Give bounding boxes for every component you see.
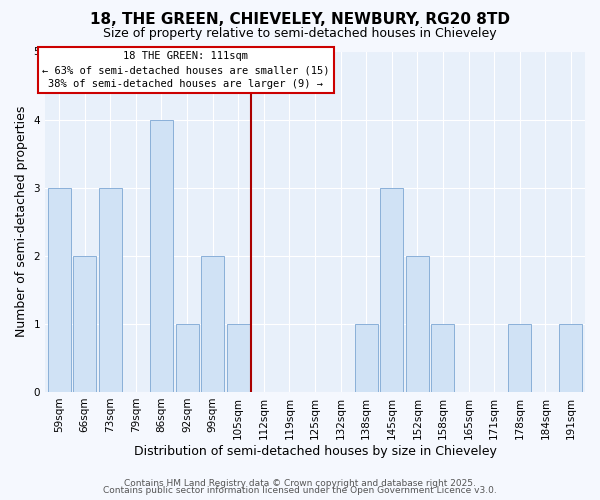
Bar <box>99 188 122 392</box>
Text: Contains public sector information licensed under the Open Government Licence v3: Contains public sector information licen… <box>103 486 497 495</box>
Bar <box>201 256 224 392</box>
Bar <box>559 324 583 392</box>
Text: 18, THE GREEN, CHIEVELEY, NEWBURY, RG20 8TD: 18, THE GREEN, CHIEVELEY, NEWBURY, RG20 … <box>90 12 510 28</box>
Bar <box>406 256 429 392</box>
Bar <box>431 324 454 392</box>
X-axis label: Distribution of semi-detached houses by size in Chieveley: Distribution of semi-detached houses by … <box>134 444 496 458</box>
Bar <box>508 324 531 392</box>
Bar <box>355 324 378 392</box>
Text: Size of property relative to semi-detached houses in Chieveley: Size of property relative to semi-detach… <box>103 28 497 40</box>
Bar <box>47 188 71 392</box>
Bar <box>150 120 173 392</box>
Bar <box>176 324 199 392</box>
Bar <box>380 188 403 392</box>
Text: Contains HM Land Registry data © Crown copyright and database right 2025.: Contains HM Land Registry data © Crown c… <box>124 478 476 488</box>
Y-axis label: Number of semi-detached properties: Number of semi-detached properties <box>15 106 28 338</box>
Bar <box>227 324 250 392</box>
Bar <box>73 256 96 392</box>
Text: 18 THE GREEN: 111sqm
← 63% of semi-detached houses are smaller (15)
38% of semi-: 18 THE GREEN: 111sqm ← 63% of semi-detac… <box>42 51 329 89</box>
